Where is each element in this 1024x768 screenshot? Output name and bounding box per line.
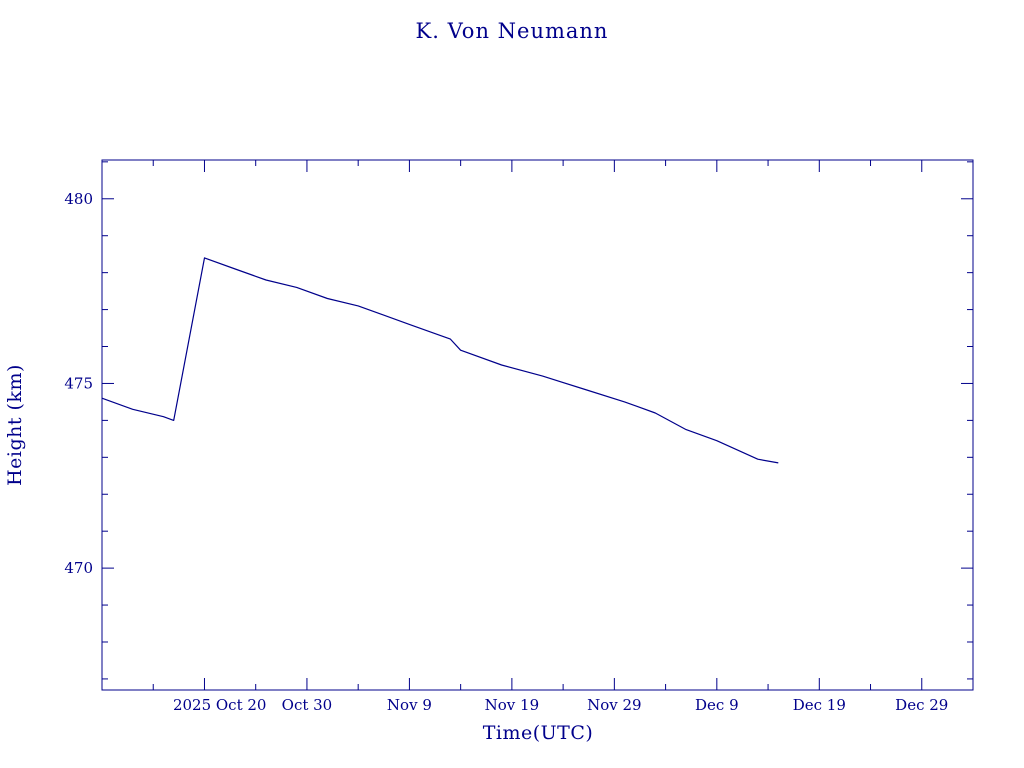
- y-tick-labels: 470 475 480: [64, 190, 93, 577]
- x-tick-labels: 2025 Oct 20 Oct 30 Nov 9 Nov 19 Nov 29 Dec 9 D…: [173, 696, 948, 714]
- x-tick-label: Oct 30: [282, 696, 333, 714]
- y-tick-label: 480: [64, 190, 93, 208]
- x-tick-label: Dec 29: [895, 696, 948, 714]
- x-tick-label: Nov 9: [387, 696, 432, 714]
- series-group: [101, 257, 779, 464]
- y-tick-label: 475: [64, 374, 93, 392]
- x-tick-label: Dec 19: [793, 696, 846, 714]
- x-tick-label: 2025 Oct 20: [173, 696, 267, 714]
- height-series-line: [101, 257, 779, 464]
- axis-ticks: [101, 160, 974, 690]
- x-axis-label: Time(UTC): [483, 722, 594, 744]
- plot-frame: [101, 159, 974, 691]
- x-tick-label: Nov 19: [485, 696, 540, 714]
- y-tick-label: 470: [64, 559, 93, 577]
- x-tick-label: Dec 9: [695, 696, 739, 714]
- y-axis-label: Height (km): [4, 364, 26, 486]
- x-tick-label: Nov 29: [587, 696, 642, 714]
- chart-title: K. Von Neumann: [416, 19, 609, 43]
